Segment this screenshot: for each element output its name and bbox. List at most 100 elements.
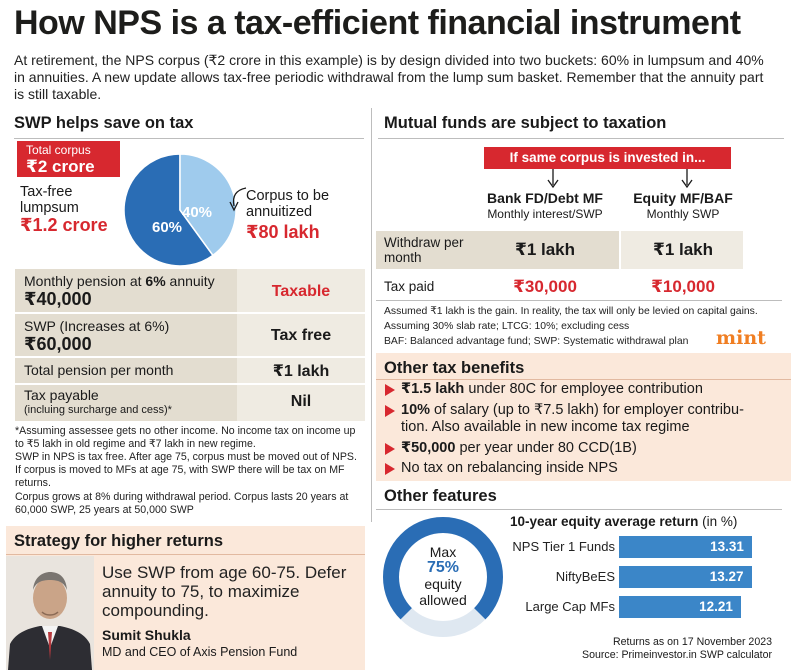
returns-chart-title-text: 10-year equity average return	[510, 514, 699, 529]
pension-row-3-status: ₹1 lakh	[272, 363, 330, 380]
mf-row2-label: Tax paid	[384, 279, 435, 294]
pension-row-3-label: Total pension per month	[24, 362, 174, 378]
total-corpus-badge: Total corpus ₹2 crore	[17, 141, 120, 177]
strategy-person-role: MD and CEO of Axis Pension Fund	[102, 645, 298, 659]
lumpsum-value: ₹1.2 crore	[20, 215, 108, 235]
pension-row-4-sub: (incluing surcharge and cess)*	[24, 404, 172, 416]
benefits-heading-rule	[376, 379, 791, 380]
pension-row-1-amount: ₹40,000	[24, 289, 92, 309]
table-divider	[15, 312, 365, 314]
bar-value-label: 13.27	[709, 569, 744, 584]
table-divider	[15, 356, 365, 358]
strategy-heading: Strategy for higher returns	[14, 532, 224, 550]
bar-label: NiftyBeES	[555, 569, 615, 584]
pension-row-1-label-post: annuity	[165, 273, 215, 289]
mf-col-divider	[619, 231, 621, 269]
mf-row1-col2-value: ₹1 lakh	[652, 240, 714, 259]
bar-label: Large Cap MFs	[525, 599, 615, 614]
bar-value-label: 12.21	[699, 599, 733, 614]
benefit-item-2-text: of salary (up to ₹7.5 lakh) for employer…	[430, 402, 744, 418]
pie-label-annuity: 40%	[182, 204, 212, 221]
returns-bar-chart: NPS Tier 1 Funds 13.31 NiftyBeES 13.27 Large…	[500, 536, 780, 628]
swp-footnote-3: Corpus grows at 8% during withdrawal per…	[15, 491, 349, 516]
mf-row-withdraw-col2-bg	[621, 231, 743, 269]
mf-col1-subtitle: Monthly interest/SWP	[487, 207, 603, 221]
person-portrait	[6, 556, 94, 670]
strategy-heading-rule	[6, 554, 365, 555]
pension-row-1-label-rate: 6%	[145, 273, 166, 289]
annuity-label: Corpus to be annuitized	[246, 188, 329, 220]
pension-row-2-amount: ₹60,000	[24, 334, 92, 354]
strategy-person-name: Sumit Shukla	[102, 627, 191, 643]
mf-heading: Mutual funds are subject to taxation	[384, 114, 667, 132]
donut-label-line3: equity	[424, 576, 462, 592]
benefit-item-2-continued: tion. Also available in new income tax r…	[401, 419, 690, 435]
mf-row2-col1-value: ₹30,000	[513, 277, 577, 296]
features-heading-rule	[376, 509, 782, 510]
bar	[619, 596, 742, 618]
swp-heading: SWP helps save on tax	[14, 114, 194, 132]
intro-text: At retirement, the NPS corpus (₹2 crore …	[14, 52, 764, 102]
mf-scenario-banner: If same corpus is invested in...	[484, 147, 731, 169]
mf-table-rule	[376, 300, 782, 301]
bullet-icon	[385, 405, 395, 417]
table-divider	[15, 383, 365, 385]
page-title: How NPS is a tax-efficient financial ins…	[14, 4, 741, 42]
mf-col1-title: Bank FD/Debt MF	[487, 190, 603, 206]
benefit-item-1-bold: ₹1.5 lakh	[401, 381, 465, 397]
lumpsum-label: Tax-free lumpsum	[20, 184, 79, 216]
features-heading: Other features	[384, 487, 497, 505]
pension-row-4-status: Nil	[290, 393, 312, 410]
annuity-pointer-arrow	[229, 187, 247, 212]
strategy-quote: Use SWP from age 60-75. Defer annuity to…	[102, 563, 347, 620]
donut-label-line4: allowed	[419, 592, 467, 608]
benefit-item-2-bold: 10%	[401, 402, 431, 418]
donut-label: Max 75% equity allowed	[412, 544, 474, 608]
pie-slice-lumpsum	[123, 153, 214, 267]
benefits-heading: Other tax benefits	[384, 359, 525, 377]
mint-logo: mint	[716, 327, 766, 349]
column-divider	[371, 108, 372, 522]
lumpsum-label-line2: lumpsum	[20, 200, 79, 216]
donut-label-value: 75%	[426, 559, 460, 576]
pie-slice-annuity	[179, 153, 237, 257]
benefit-item-3-text: per year under 80 CCD(1B)	[455, 440, 637, 456]
lumpsum-label-line1: Tax-free	[20, 184, 73, 200]
corpus-pie-chart: 60% 40%	[123, 153, 237, 267]
donut-arc-equity	[383, 517, 503, 620]
benefits-panel	[376, 353, 791, 481]
benefit-item-1-text: under 80C for employee contribution	[464, 381, 703, 397]
mf-col2-subtitle: Monthly SWP	[646, 207, 720, 221]
pension-row-1-label: Monthly pension at 6% annuity	[24, 273, 215, 289]
pension-row-1-label-pre: Monthly pension at	[24, 273, 146, 289]
pension-table-status-column	[237, 269, 365, 421]
mf-row1-label: Withdraw per month	[384, 235, 464, 265]
mf-note-2: Assuming 30% slab rate; LTCG: 10%; exclu…	[384, 321, 630, 332]
pension-row-2-status: Tax free	[270, 327, 332, 344]
annuity-label-line2: annuitized	[246, 204, 313, 220]
mf-heading-rule	[378, 138, 784, 139]
bullet-icon	[385, 443, 395, 455]
benefit-item-4-text: No tax on rebalancing inside NPS	[401, 460, 618, 476]
pie-label-lumpsum: 60%	[152, 219, 182, 236]
mf-note-1: Assumed ₹1 lakh is the gain. In reality,…	[384, 306, 758, 317]
bar-value-label: 13.31	[710, 539, 744, 554]
swp-heading-rule	[14, 138, 364, 139]
bar	[619, 536, 753, 558]
mf-row1-col1-value: ₹1 lakh	[514, 240, 576, 259]
equity-donut	[383, 517, 503, 637]
bullet-icon	[385, 384, 395, 396]
features-footer: Returns as on 17 November 2023 Source: P…	[560, 636, 772, 662]
bullet-icon	[385, 463, 395, 475]
total-corpus-label: Total corpus	[26, 143, 91, 157]
benefit-item-4: No tax on rebalancing inside NPS	[401, 460, 618, 476]
benefit-item-3-bold: ₹50,000	[401, 440, 456, 456]
swp-footnote-1: *Assuming assessee gets no other income.…	[15, 425, 356, 450]
banner-arrows	[547, 169, 693, 189]
returns-chart-title: 10-year equity average return (in %)	[510, 514, 737, 529]
donut-label-line1: Max	[429, 544, 457, 560]
returns-date-note: Returns as on 17 November 2023	[613, 636, 772, 648]
benefit-item-2: 10% of salary (up to ₹7.5 lakh) for empl…	[401, 402, 744, 418]
swp-footnote-2: SWP in NPS is tax free. After age 75, co…	[15, 451, 357, 489]
pension-row-2-label: SWP (Increases at 6%)	[24, 318, 170, 334]
